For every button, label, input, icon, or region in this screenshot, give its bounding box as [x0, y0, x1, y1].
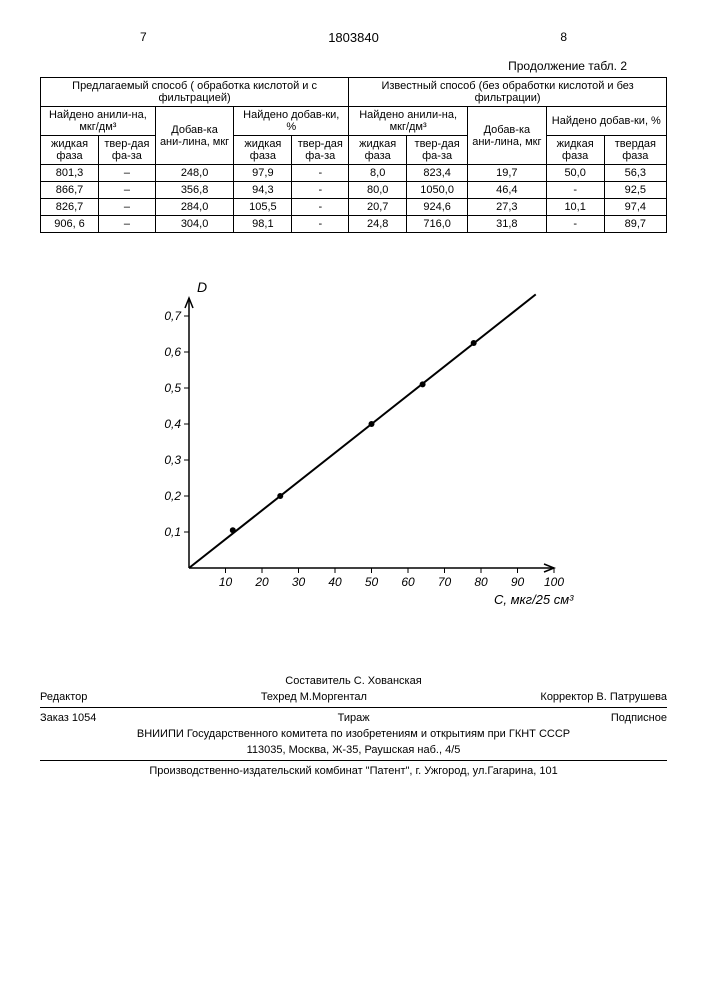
address-line: 113035, Москва, Ж-35, Раушская наб., 4/5 — [40, 742, 667, 758]
tirage-label: Тираж — [338, 712, 370, 724]
corrector-label: Корректор В. Патрушева — [540, 691, 667, 703]
svg-text:0,6: 0,6 — [164, 345, 181, 359]
editor-label: Редактор — [40, 691, 87, 703]
liquid-phase-h2: жидкая фаза — [234, 136, 292, 165]
table-row: 801,3 – 248,0 97,9 - 8,0 823,4 19,7 50,0… — [41, 165, 667, 182]
svg-text:20: 20 — [254, 575, 269, 589]
svg-text:С, мкг/25 см³: С, мкг/25 см³ — [494, 592, 574, 607]
calibration-chart: 0,1 0,2 0,3 0,4 0,5 0,6 0,7 10 20 30 40 50 60 70 80 90 1… — [134, 273, 574, 613]
compiler-line: Составитель С. Хованская — [40, 673, 667, 689]
liquid-phase-h4: жидкая фаза — [546, 136, 604, 165]
method2-header: Известный способ (без обработки кислотой… — [349, 78, 667, 107]
svg-text:50: 50 — [364, 575, 378, 589]
svg-text:70: 70 — [437, 575, 451, 589]
svg-text:40: 40 — [328, 575, 342, 589]
additive-aniline-1: Добав-ка ани-лина, мкг — [155, 107, 234, 165]
printer-line: Производственно-издательский комбинат "П… — [40, 763, 667, 779]
svg-text:0,5: 0,5 — [164, 381, 181, 395]
results-table: Предлагаемый способ ( обработка кислотой… — [40, 77, 667, 233]
liquid-phase-h1: жидкая фаза — [41, 136, 99, 165]
svg-text:80: 80 — [474, 575, 488, 589]
svg-text:0,2: 0,2 — [164, 489, 181, 503]
table-caption: Продолжение табл. 2 — [40, 59, 667, 73]
solid-phase-h2: твер-дая фа-за — [292, 136, 349, 165]
found-additive-1: Найдено добав-ки, % — [234, 107, 349, 136]
found-aniline-1: Найдено анили-на, мкг/дм³ — [41, 107, 156, 136]
techred-label: Техред М.Моргентал — [261, 691, 367, 703]
svg-text:0,4: 0,4 — [164, 417, 181, 431]
table-row: 826,7 – 284,0 105,5 - 20,7 924,6 27,3 10… — [41, 199, 667, 216]
svg-text:10: 10 — [218, 575, 232, 589]
svg-text:60: 60 — [401, 575, 415, 589]
subscription-label: Подписное — [611, 712, 667, 724]
found-additive-2: Найдено добав-ки, % — [546, 107, 666, 136]
svg-text:90: 90 — [510, 575, 524, 589]
solid-phase-h1: твер-дая фа-за — [99, 136, 156, 165]
solid-phase-h4: твердая фаза — [604, 136, 666, 165]
svg-text:0,7: 0,7 — [164, 309, 182, 323]
found-aniline-2: Найдено анили-на, мкг/дм³ — [349, 107, 468, 136]
method1-header: Предлагаемый способ ( обработка кислотой… — [41, 78, 349, 107]
table-row: 866,7 – 356,8 94,3 - 80,0 1050,0 46,4 - … — [41, 182, 667, 199]
institute-line: ВНИИПИ Государственного комитета по изоб… — [40, 726, 667, 742]
order-label: Заказ 1054 — [40, 712, 96, 724]
document-number: 1803840 — [40, 30, 667, 45]
chart-svg: 0,1 0,2 0,3 0,4 0,5 0,6 0,7 10 20 30 40 50 60 70 80 90 1… — [134, 273, 574, 613]
page-number-right: 8 — [560, 30, 567, 44]
additive-aniline-2: Добав-ка ани-лина, мкг — [468, 107, 547, 165]
table-row: 906, 6 – 304,0 98,1 - 24,8 716,0 31,8 - … — [41, 216, 667, 233]
svg-text:100: 100 — [543, 575, 563, 589]
liquid-phase-h3: жидкая фаза — [349, 136, 407, 165]
footer-block: Составитель С. Хованская Редактор Техред… — [40, 673, 667, 779]
svg-text:0,3: 0,3 — [164, 453, 181, 467]
solid-phase-h3: твер-дая фа-за — [407, 136, 468, 165]
svg-text:30: 30 — [291, 575, 305, 589]
page-number-left: 7 — [140, 30, 147, 44]
svg-text:D: D — [197, 279, 207, 295]
svg-text:0,1: 0,1 — [164, 525, 181, 539]
